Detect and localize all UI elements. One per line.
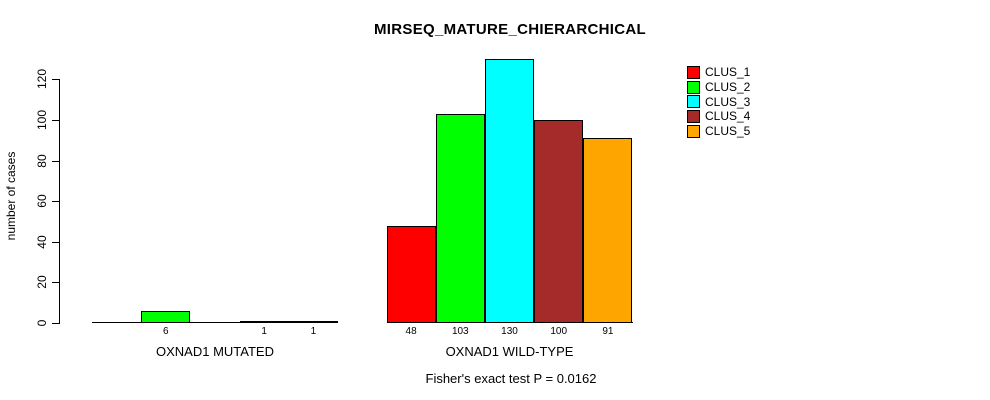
bar-value-label: 130 bbox=[501, 326, 518, 337]
bar-value-label: 48 bbox=[405, 326, 417, 337]
fisher-test-annotation: Fisher's exact test P = 0.0162 bbox=[425, 371, 597, 386]
legend-label: CLUS_1 bbox=[705, 65, 751, 80]
x-group-label: OXNAD1 MUTATED bbox=[156, 344, 274, 359]
bar-clus_3-group2 bbox=[484, 59, 535, 323]
x-group-label: OXNAD1 WILD-TYPE bbox=[445, 344, 574, 359]
chart-title: MIRSEQ_MATURE_CHIERARCHICAL bbox=[374, 21, 646, 38]
legend: CLUS_1 CLUS_2 CLUS_3 CLUS_4 CLUS_5 bbox=[687, 65, 750, 138]
legend-swatch-clus_4 bbox=[687, 109, 700, 123]
legend-item-clus_1: CLUS_1 bbox=[687, 65, 750, 80]
legend-swatch-clus_5 bbox=[687, 124, 700, 138]
y-axis-title: number of cases bbox=[4, 151, 18, 241]
bar-clus_5-group2 bbox=[583, 138, 633, 323]
legend-label: CLUS_3 bbox=[705, 94, 751, 109]
y-axis-line bbox=[59, 79, 60, 324]
bar-value-label: 91 bbox=[602, 326, 614, 337]
legend-item-clus_2: CLUS_2 bbox=[687, 80, 750, 95]
y-axis-tick-label: 100 bbox=[35, 109, 49, 131]
bar-value-label: 1 bbox=[261, 326, 267, 337]
y-axis-tick bbox=[52, 201, 59, 202]
y-axis-tick bbox=[52, 323, 59, 324]
y-axis-tick-label: 40 bbox=[35, 235, 49, 249]
y-axis-tick bbox=[52, 161, 59, 162]
y-axis-tick bbox=[52, 120, 59, 121]
group-baseline bbox=[92, 322, 338, 323]
legend-label: CLUS_2 bbox=[705, 80, 751, 95]
legend-swatch-clus_3 bbox=[687, 95, 700, 109]
bar-clus_2-group1 bbox=[141, 311, 191, 323]
legend-swatch-clus_2 bbox=[687, 80, 700, 94]
y-axis-tick-label: 80 bbox=[35, 154, 49, 168]
bar-clus_4-group1 bbox=[239, 321, 289, 323]
y-axis-tick-label: 60 bbox=[35, 194, 49, 208]
legend-swatch-clus_1 bbox=[687, 65, 700, 79]
bar-clus_5-group1 bbox=[288, 321, 338, 323]
y-axis-tick bbox=[52, 79, 59, 80]
y-axis-tick bbox=[52, 282, 59, 283]
legend-item-clus_4: CLUS_4 bbox=[687, 109, 750, 124]
bar-value-label: 100 bbox=[550, 326, 568, 337]
legend-label: CLUS_5 bbox=[705, 124, 751, 139]
legend-item-clus_3: CLUS_3 bbox=[687, 94, 750, 109]
y-axis-tick-label: 120 bbox=[35, 68, 49, 90]
y-axis-tick bbox=[52, 242, 59, 243]
legend-label: CLUS_4 bbox=[705, 109, 751, 124]
y-axis-tick-label: 20 bbox=[35, 275, 49, 289]
bar-clus_1-group2 bbox=[386, 226, 436, 323]
bar-value-label: 103 bbox=[451, 326, 469, 337]
bar-value-label: 1 bbox=[310, 326, 317, 337]
bar-clus_2-group2 bbox=[435, 114, 485, 323]
legend-item-clus_5: CLUS_5 bbox=[687, 124, 750, 139]
bar-clus_4-group2 bbox=[534, 120, 584, 323]
bar-value-label: 6 bbox=[163, 326, 169, 337]
y-axis-tick-label: 0 bbox=[35, 319, 49, 327]
